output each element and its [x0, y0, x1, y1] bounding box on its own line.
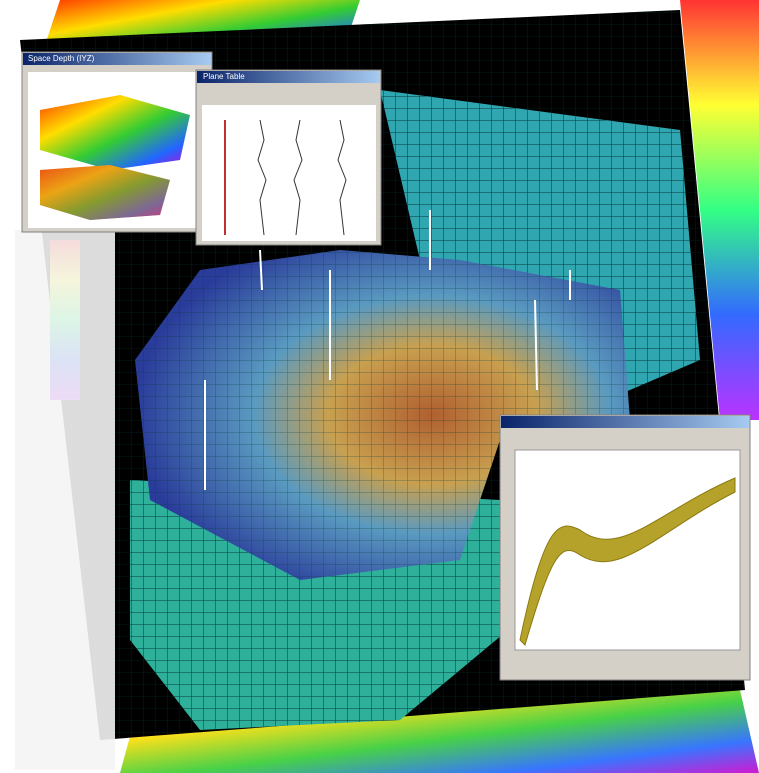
3d-model: [130, 90, 700, 730]
curve-window: [499, 414, 751, 681]
window-title: Space Depth (IYZ): [28, 54, 95, 63]
window-title: Plane Table: [203, 72, 245, 81]
space-depth-window: Space Depth (IYZ): [21, 51, 213, 233]
plane-table-window: Plane Table: [195, 69, 382, 246]
